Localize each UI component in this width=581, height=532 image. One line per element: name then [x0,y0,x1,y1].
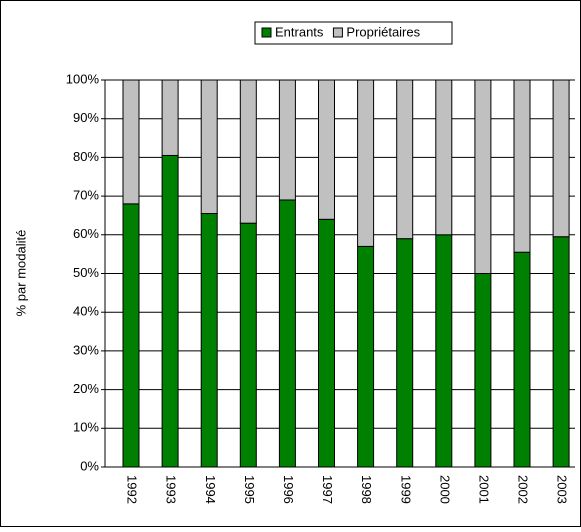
bar-segment [552,79,570,238]
x-tick-label: 2001 [476,475,491,504]
bar-segment [200,213,218,468]
x-tick-label: 1999 [398,475,413,504]
x-tick-label: 1998 [359,475,374,504]
bar-segment [161,79,179,156]
legend-box [254,21,453,45]
bar-segment [318,218,335,468]
y-tick-label: 100% [66,71,100,86]
y-tick-label: 70% [73,188,99,203]
y-tick-label: 0% [80,458,99,473]
bar-segment [474,79,492,274]
y-tick-label: 10% [73,420,99,435]
x-tick-label: 1996 [281,475,296,504]
y-tick-label: 80% [73,149,99,164]
x-tick-label: 1995 [242,475,257,504]
bar-segment [239,222,257,468]
x-tick-label: 2003 [555,475,570,504]
bar-segment [552,236,570,468]
bar-segment [161,154,179,468]
y-tick-label: 50% [73,265,99,280]
bar-segment [357,245,375,468]
bar-segment [435,79,453,236]
y-tick-label: 90% [73,110,99,125]
bar-segment [357,79,375,247]
legend-swatch [261,27,272,38]
bar-segment [513,79,531,253]
bar-segment [122,79,140,205]
bar-segment [239,79,257,224]
bar-segment [200,79,218,215]
y-tick-label: 40% [73,304,99,319]
bar-segment [396,79,414,240]
x-tick-label: 1997 [320,475,335,504]
legend-label: Entrants [275,24,324,39]
legend-label: Propriétaires [346,24,420,39]
y-tick-label: 60% [73,226,99,241]
bar-segment [396,238,414,468]
y-tick-label: 20% [73,381,99,396]
x-tick-label: 2000 [437,475,452,504]
bar-segment [278,79,296,201]
x-tick-label: 1994 [203,475,218,504]
bar-segment [435,234,453,468]
bar-segment [278,199,296,468]
y-axis-label: % par modalité [13,230,28,317]
y-tick-label: 30% [73,342,99,357]
x-tick-label: 1992 [125,475,140,504]
x-tick-label: 1993 [164,475,179,504]
bar-segment [318,79,335,220]
bar-segment [122,203,140,468]
x-tick-label: 2002 [516,475,531,504]
bar-segment [474,273,492,468]
legend-swatch [332,27,343,38]
bar-segment [513,251,531,468]
